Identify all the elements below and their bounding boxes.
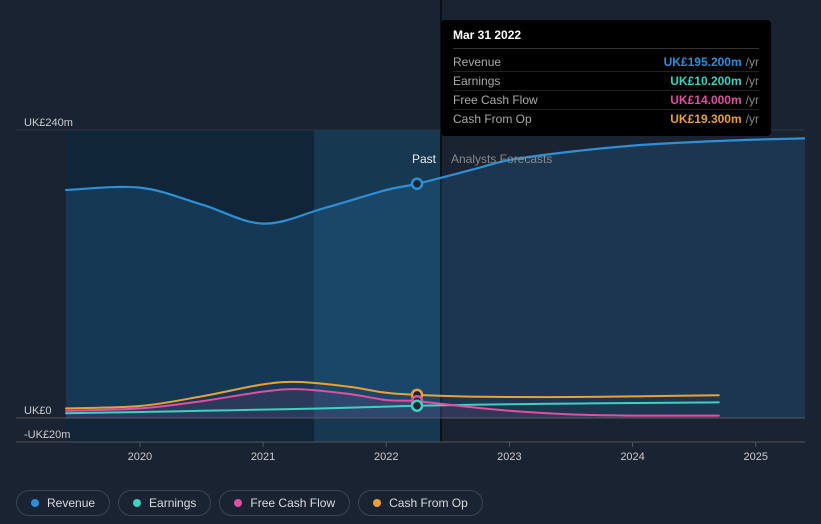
tooltip-date: Mar 31 2022 [453,28,759,49]
svg-text:2020: 2020 [128,451,152,463]
svg-text:2025: 2025 [743,451,767,463]
financial-chart: UK£240m UK£0 -UK£20m 2020 2021 2022 2023 2024 20… [16,0,805,470]
tooltip-metric-unit: /yr [746,74,759,88]
tooltip-metric-label: Earnings [453,74,500,88]
svg-text:2024: 2024 [620,451,644,463]
legend-item-revenue[interactable]: Revenue [16,490,110,516]
tooltip-metric-unit: /yr [746,55,759,69]
tooltip-metric-unit: /yr [746,93,759,107]
legend-label: Revenue [47,496,95,510]
tooltip-row: Cash From Op UK£19.300m/yr [453,110,759,128]
tooltip-metric-label: Free Cash Flow [453,93,538,107]
legend-label: Earnings [149,496,196,510]
tooltip-row: Revenue UK£195.200m/yr [453,53,759,72]
svg-text:UK£240m: UK£240m [24,117,73,129]
legend-color-dot [234,499,242,507]
tooltip-metric-label: Revenue [453,55,501,69]
svg-text:-UK£20m: -UK£20m [24,429,70,441]
legend-item-earnings[interactable]: Earnings [118,490,211,516]
tooltip-row: Earnings UK£10.200m/yr [453,72,759,91]
legend-item-cfop[interactable]: Cash From Op [358,490,483,516]
legend-color-dot [373,499,381,507]
tooltip-metric-value: UK£195.200m [664,55,742,69]
tooltip-metric-value: UK£19.300m [670,112,741,126]
svg-text:2021: 2021 [251,451,275,463]
legend-color-dot [133,499,141,507]
tooltip-row: Free Cash Flow UK£14.000m/yr [453,91,759,110]
past-section-label: Past [412,152,436,166]
svg-text:UK£0: UK£0 [24,405,52,417]
forecast-section-label: Analysts Forecasts [451,152,552,166]
legend-label: Cash From Op [389,496,468,510]
tooltip-metric-unit: /yr [746,112,759,126]
legend-color-dot [31,499,39,507]
chart-legend: Revenue Earnings Free Cash Flow Cash From O… [16,490,483,516]
tooltip-metric-label: Cash From Op [453,112,532,126]
tooltip-metric-value: UK£14.000m [670,93,741,107]
legend-item-fcf[interactable]: Free Cash Flow [219,490,350,516]
hover-tooltip: Mar 31 2022 RevenueUK£195.200m/yrEarning… [441,20,771,136]
tooltip-metric-value: UK£10.200m [670,74,741,88]
legend-label: Free Cash Flow [250,496,335,510]
svg-text:2022: 2022 [374,451,398,463]
svg-text:2023: 2023 [497,451,521,463]
